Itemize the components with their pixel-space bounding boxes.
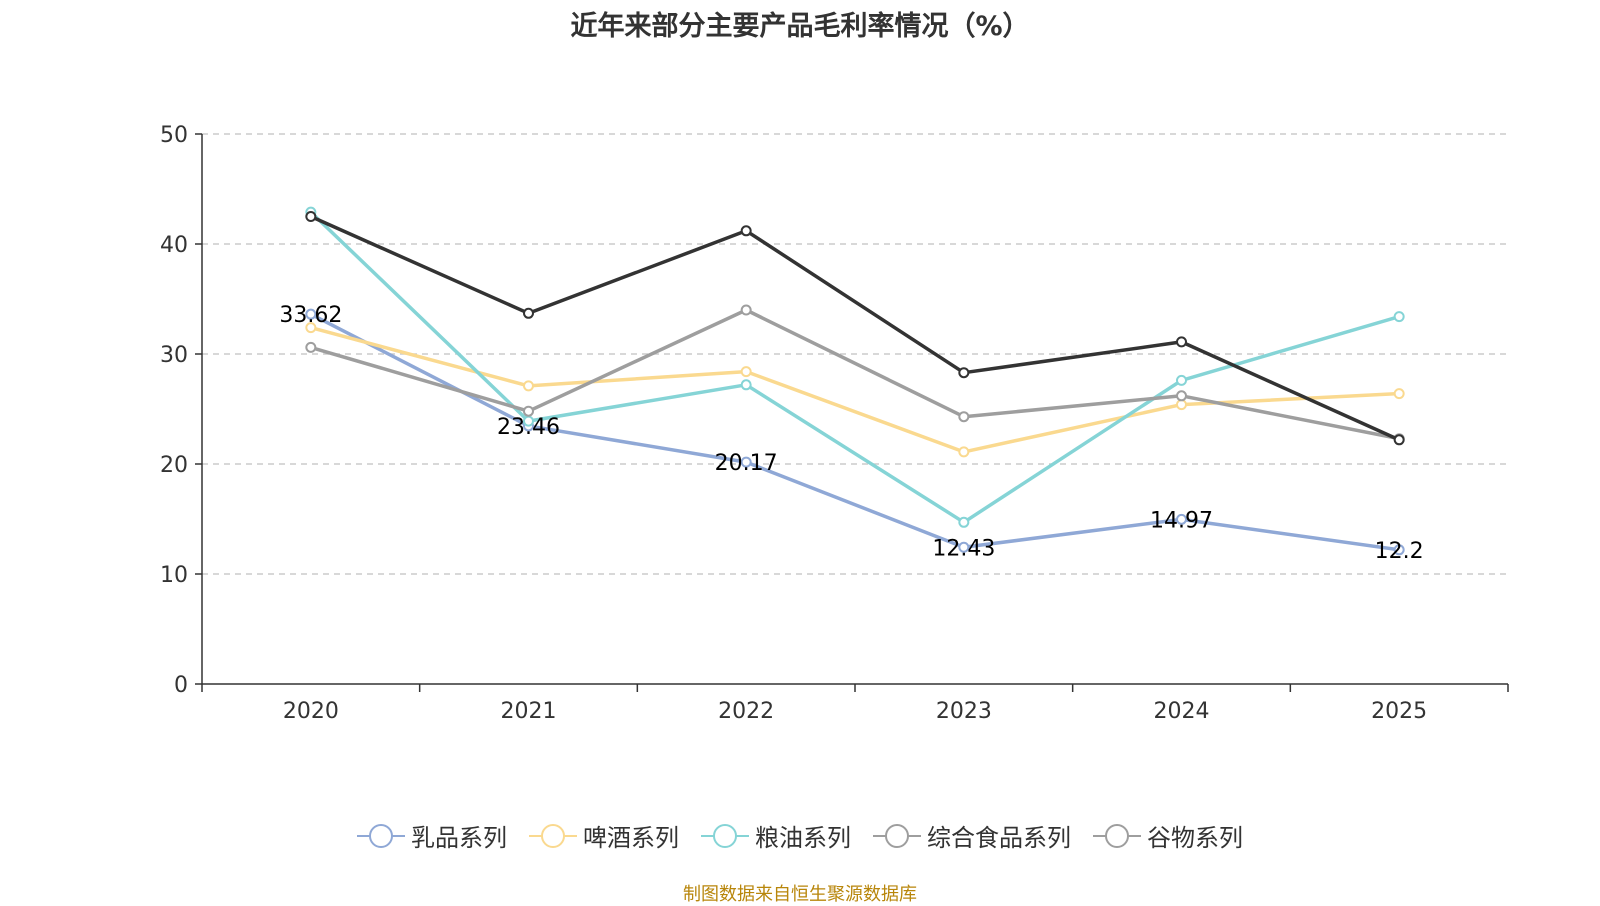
legend-item[interactable]: 啤酒系列 (529, 818, 679, 853)
data-point[interactable] (740, 456, 752, 468)
data-point[interactable] (740, 304, 752, 316)
x-tick-label: 2024 (1154, 699, 1210, 724)
legend: 乳品系列 啤酒系列 粮油系列 综合食品系列 谷物系列 (0, 818, 1600, 853)
data-point[interactable] (740, 379, 752, 391)
legend-marker-icon (529, 823, 577, 849)
data-point[interactable] (1176, 390, 1187, 402)
data-label: 23.46 (497, 415, 560, 440)
data-point[interactable] (958, 446, 970, 458)
data-point[interactable] (523, 405, 534, 417)
series-line (310, 308, 1400, 441)
data-point[interactable] (1176, 336, 1187, 348)
chart-title: 近年来部分主要产品毛利率情况（%） (570, 11, 1030, 42)
data-point[interactable] (1393, 544, 1405, 556)
series-lines (305, 206, 1405, 556)
legend-label: 乳品系列 (411, 824, 507, 852)
y-tick-label: 40 (160, 233, 188, 258)
data-point[interactable] (958, 367, 970, 379)
x-tick-label: 2023 (936, 699, 992, 724)
data-point[interactable] (305, 341, 317, 353)
legend-marker-icon (357, 823, 405, 849)
y-tick-label: 0 (174, 673, 188, 698)
x-tick-label: 2022 (718, 699, 774, 724)
data-point[interactable] (958, 541, 970, 553)
series-line (310, 325, 1400, 454)
data-point[interactable] (523, 380, 534, 392)
axes: 0 10 20 30 40 50 2020 2021 2022 2023 2024 2025 (160, 123, 1509, 724)
data-point[interactable] (740, 225, 752, 237)
data-point[interactable] (1176, 399, 1187, 411)
x-tick-label: 2020 (283, 699, 339, 724)
legend-item[interactable]: 粮油系列 (701, 818, 851, 853)
y-tick-label: 30 (160, 343, 188, 368)
data-label: 33.62 (279, 303, 342, 328)
data-point[interactable] (1393, 311, 1405, 323)
data-point[interactable] (523, 307, 534, 319)
series-line (310, 312, 1400, 552)
data-label: 12.2 (1375, 539, 1424, 564)
series-line (309, 210, 1400, 525)
data-point[interactable] (958, 516, 970, 528)
series-line (310, 214, 1400, 442)
data-point[interactable] (1176, 374, 1187, 386)
legend-label: 啤酒系列 (583, 824, 679, 852)
y-tick-label: 50 (160, 123, 188, 148)
data-point[interactable] (740, 366, 752, 378)
data-point[interactable] (1393, 388, 1405, 400)
legend-item[interactable]: 乳品系列 (357, 818, 507, 853)
legend-marker-icon (1093, 823, 1141, 849)
data-labels: 33.62 23.46 20.17 12.43 14.97 12.2 (279, 303, 1423, 564)
grid-lines (202, 133, 1508, 575)
legend-marker-icon (873, 823, 921, 849)
legend-item[interactable]: 谷物系列 (1093, 818, 1243, 853)
data-point[interactable] (1393, 434, 1405, 446)
data-label: 12.43 (932, 536, 995, 561)
x-tick-label: 2021 (501, 699, 557, 724)
data-point[interactable] (305, 308, 317, 320)
legend-item[interactable]: 综合食品系列 (873, 818, 1071, 853)
source-note: 制图数据来自恒生聚源数据库 (683, 884, 917, 905)
legend-label: 谷物系列 (1147, 824, 1243, 852)
legend-marker-icon (701, 823, 749, 849)
data-point[interactable] (305, 211, 317, 222)
y-tick-label: 10 (160, 563, 188, 588)
legend-label: 粮油系列 (755, 824, 851, 852)
y-tick-label: 20 (160, 453, 188, 478)
data-label: 14.97 (1150, 508, 1213, 533)
data-point[interactable] (958, 411, 970, 423)
data-point[interactable] (1176, 513, 1187, 525)
legend-label: 综合食品系列 (927, 824, 1071, 852)
x-tick-label: 2025 (1371, 699, 1427, 724)
data-point[interactable] (305, 322, 317, 334)
data-label: 20.17 (715, 451, 778, 476)
